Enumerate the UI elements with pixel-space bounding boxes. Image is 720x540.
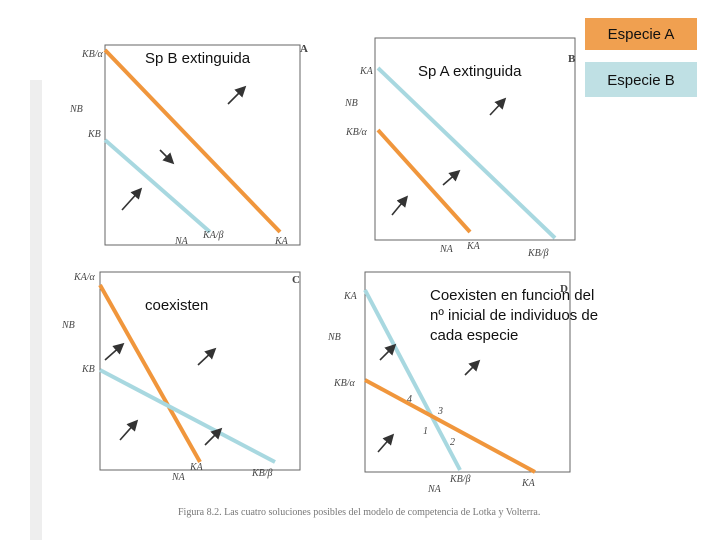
panel-letter: A [300, 43, 308, 55]
axis-label: NB [61, 320, 75, 331]
axis-label: 3 [437, 406, 443, 417]
vector-arrows [104, 85, 507, 453]
legend-label: Especie B [607, 72, 675, 89]
isocline-a [98, 284, 202, 463]
axis-label: KA/α [73, 272, 96, 283]
axis-label: KA [466, 241, 481, 252]
axis-label: NB [327, 332, 341, 343]
legend-swatch-b [585, 62, 697, 97]
axis-label: NA [427, 484, 442, 495]
panel-letter: B [568, 53, 576, 65]
axis-label: NB [69, 104, 83, 115]
axis-label: KB/β [449, 474, 471, 485]
axis-label: KA [359, 66, 374, 77]
isocline-b [103, 138, 212, 234]
panel-a-frame [104, 44, 301, 246]
axis-label: KB/β [527, 248, 549, 259]
scan-edge [30, 80, 42, 540]
axis-label: KA [343, 291, 358, 302]
panel-letter: C [292, 274, 300, 286]
axis-label: NB [344, 98, 358, 109]
axis-label: KB/β [251, 468, 273, 479]
legend-swatch-a [585, 18, 697, 50]
caption: Figura 8.2. Las cuatro soluciones posibl… [178, 507, 540, 518]
axis-label: KA [521, 478, 536, 489]
annotation: Sp B extinguida [145, 50, 251, 67]
axis-label: KA/β [202, 230, 224, 241]
axis-label: KB/α [81, 49, 104, 60]
annotation: Coexisten en funcion del nº inicial de in… [430, 287, 598, 344]
axis-label: KA [189, 462, 204, 473]
axis-label: 1 [423, 426, 428, 437]
axis-label: KB/α [345, 127, 368, 138]
axis-label: KB/α [333, 378, 356, 389]
axis-label: KA [274, 236, 289, 247]
annotation: coexisten [145, 297, 208, 314]
isocline-b [376, 66, 557, 240]
panel-d-frame [364, 271, 571, 473]
panel-letter: D [560, 283, 568, 295]
axis-label: NA [439, 244, 454, 255]
axis-label: 4 [407, 394, 412, 405]
isocline-a [364, 378, 536, 474]
axis-label: 2 [450, 437, 455, 448]
isocline-a [103, 48, 282, 234]
isocline-b [99, 368, 276, 464]
panel-b-frame [374, 37, 576, 241]
legend-label: Especie A [608, 26, 675, 43]
annotation: Sp A extinguida [418, 63, 522, 80]
axis-label: KB [81, 364, 95, 375]
isocline-b [363, 289, 462, 471]
axis-label: NA [174, 236, 189, 247]
axis-label: KB [87, 129, 101, 140]
axis-label: NA [171, 472, 186, 483]
isocline-a [376, 128, 472, 234]
